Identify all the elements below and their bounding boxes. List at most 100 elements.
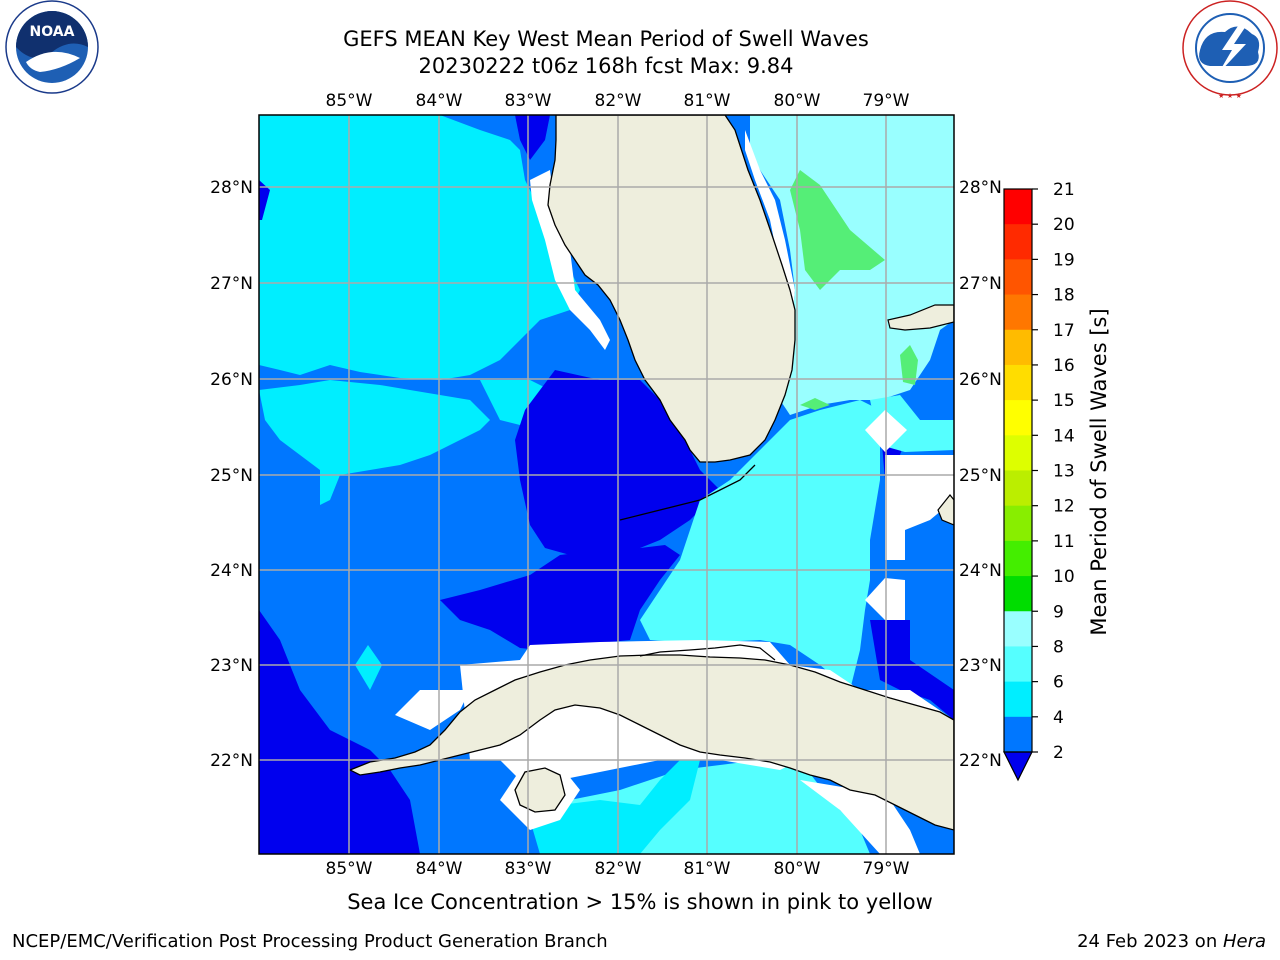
lat-label-left: 26°N: [210, 370, 253, 390]
lat-label-left: 28°N: [210, 178, 253, 198]
lon-label-bottom: 79°W: [863, 859, 910, 879]
colorbar-segment: [1004, 224, 1032, 260]
contour-0-2s-left-edge: [259, 180, 270, 220]
contour-6-8s-atlantic: [640, 400, 880, 690]
lat-label-right: 25°N: [959, 466, 1002, 486]
colorbar: 21 20 19 18 17 16 15 14 13 12 11 10 9 8 6 4 2: [1003, 180, 1075, 782]
lat-label-right: 26°N: [959, 370, 1002, 390]
lat-label-right: 23°N: [959, 656, 1002, 676]
colorbar-label: Mean Period of Swell Waves [s]: [1087, 308, 1111, 635]
colorbar-tick-label: 6: [1053, 673, 1064, 693]
latitude-labels-left: 28°N 27°N 26°N 25°N 24°N 23°N 22°N: [210, 178, 253, 771]
colorbar-tick-label: 14: [1053, 426, 1075, 446]
contour-4-6s-tongue: [259, 380, 490, 505]
lon-label-bottom: 85°W: [326, 859, 373, 879]
longitude-labels-top: 85°W 84°W 83°W 82°W 81°W 80°W 79°W: [326, 91, 910, 111]
longitude-labels-bottom: 85°W 84°W 83°W 82°W 81°W 80°W 79°W: [326, 859, 910, 879]
colorbar-segment: [1004, 716, 1032, 753]
colorbar-tick-label: 4: [1053, 708, 1064, 728]
footer-date-text: 24 Feb 2023 on: [1077, 931, 1223, 952]
colorbar-tick-label: 11: [1053, 532, 1075, 552]
lon-label-top: 82°W: [595, 91, 642, 111]
colorbar-tick-label: 16: [1053, 356, 1075, 376]
nws-logo: ★ ★ ★: [1182, 0, 1278, 100]
footer-credit: NCEP/EMC/Verification Post Processing Pr…: [12, 931, 608, 952]
contour-4-6s-islet: [355, 645, 382, 690]
colorbar-segment: [1004, 540, 1032, 577]
colorbar-segment: [1004, 646, 1032, 683]
graticule: [259, 115, 954, 854]
lat-label-right: 27°N: [959, 274, 1002, 294]
land-florida: [547, 115, 796, 463]
colorbar-extend-arrow: [1003, 751, 1033, 782]
footer-machine: Hera: [1222, 931, 1266, 952]
colorbar-segment: [1004, 259, 1032, 296]
contour-0-2s-north: [515, 115, 550, 160]
masked-area-andros: [865, 578, 905, 620]
colorbar-segment: [1004, 189, 1032, 225]
colorbar-tick-label: 2: [1053, 743, 1064, 763]
contour-0-2s-straits: [440, 545, 680, 650]
masked-area-west-cuba: [395, 690, 470, 730]
latitude-labels-right: 28°N 27°N 26°N 25°N 24°N 23°N 22°N: [959, 178, 1002, 771]
sea-ice-note: Sea Ice Concentration > 15% is shown in …: [347, 890, 933, 914]
colorbar-segment: [1004, 435, 1032, 471]
contour-0-2s-east-cuba: [870, 620, 954, 720]
lat-label-left: 25°N: [210, 466, 253, 486]
chart-title: GEFS MEAN Key West Mean Period of Swell …: [343, 27, 869, 51]
contour-4-6s-gulf: [259, 115, 580, 380]
lat-label-left: 23°N: [210, 656, 253, 676]
lat-label-left: 22°N: [210, 751, 253, 771]
lon-label-top: 80°W: [774, 91, 821, 111]
colorbar-segment: [1004, 681, 1032, 718]
colorbar-tick-label: 17: [1053, 321, 1075, 341]
lon-label-top: 81°W: [684, 91, 731, 111]
colorbar-tick-label: 8: [1053, 637, 1064, 657]
colorbar-segment: [1004, 505, 1032, 542]
land-andros: [937, 494, 954, 526]
colorbar-tick-label: 10: [1053, 567, 1075, 587]
lon-label-top: 83°W: [505, 91, 552, 111]
lat-label-right: 24°N: [959, 561, 1002, 581]
colorbar-tick-label: 19: [1053, 250, 1075, 270]
colorbar-segment: [1004, 611, 1032, 647]
colorbar-segment: [1004, 400, 1032, 436]
colorbar-tick-label: 9: [1053, 602, 1064, 622]
map-frame: [258, 114, 955, 855]
masked-area-florida-west-coast: [530, 170, 610, 350]
colorbar-segment: [1004, 294, 1032, 331]
contour-4-6s-south: [530, 760, 700, 854]
lat-label-right: 28°N: [959, 178, 1002, 198]
contour-9-10s-green-3: [800, 398, 830, 410]
land-grand-bahama: [887, 304, 954, 331]
lon-label-bottom: 84°W: [416, 859, 463, 879]
masked-area-caribbean: [800, 780, 920, 854]
colorbar-tick-label: 15: [1053, 391, 1075, 411]
colorbar-tick-label: 13: [1053, 462, 1075, 482]
colorbar-tick-label: 18: [1053, 286, 1075, 306]
lon-label-top: 84°W: [416, 91, 463, 111]
colorbar-segment: [1004, 329, 1032, 366]
contour-9-10s-green-1: [790, 170, 885, 290]
colorbar-tick-label: 20: [1053, 215, 1075, 235]
masked-area-east: [885, 455, 954, 560]
contour-0-2s-sw: [259, 610, 420, 854]
colorbar-tick-label: 12: [1053, 497, 1075, 517]
florida-keys: [619, 464, 756, 521]
contour-9-10s-green-2: [900, 345, 918, 385]
colorbar-segment: [1004, 470, 1032, 507]
lon-label-bottom: 80°W: [774, 859, 821, 879]
svg-text:★ ★ ★: ★ ★ ★: [1218, 92, 1242, 100]
colorbar-segment: [1004, 364, 1032, 401]
colorbar-tick-label: 21: [1053, 180, 1075, 200]
lat-label-left: 27°N: [210, 274, 253, 294]
lat-label-left: 24°N: [210, 561, 253, 581]
noaa-logo: NOAA: [5, 0, 99, 94]
lon-label-top: 85°W: [326, 91, 373, 111]
lat-label-right: 22°N: [959, 751, 1002, 771]
colorbar-segment: [1004, 576, 1032, 612]
swell-period-field: [259, 115, 954, 854]
lon-label-bottom: 81°W: [684, 859, 731, 879]
cuba-north-keys: [639, 644, 776, 661]
